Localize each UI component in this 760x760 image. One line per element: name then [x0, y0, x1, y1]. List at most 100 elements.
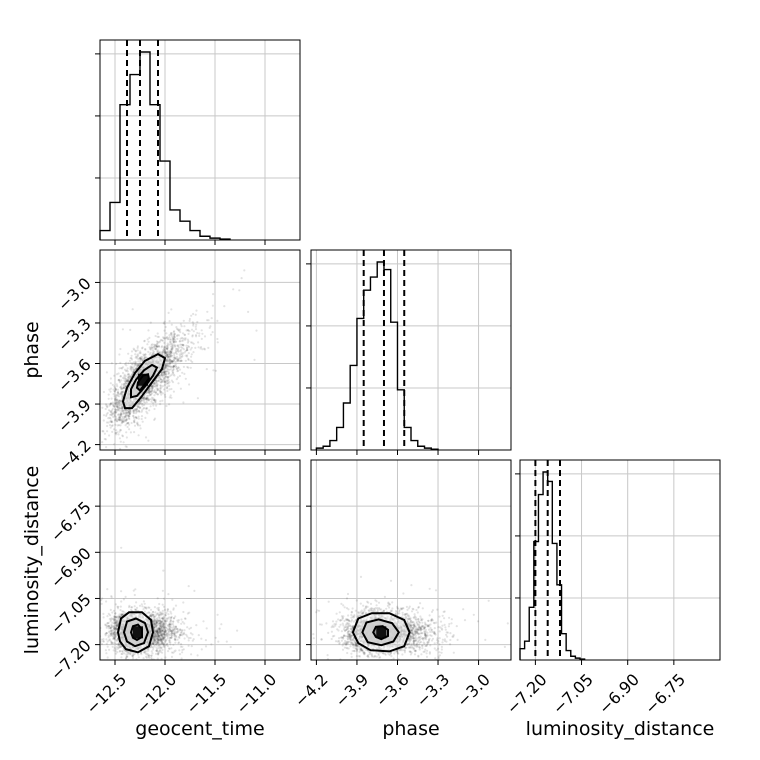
sample-point — [174, 625, 177, 628]
sample-point — [182, 401, 185, 404]
sample-point — [101, 468, 103, 470]
sample-point — [130, 606, 133, 609]
sample-point — [155, 629, 159, 633]
sample-point — [129, 357, 132, 360]
sample-point — [140, 415, 144, 418]
sample-point — [115, 362, 118, 365]
sample-point — [178, 356, 181, 360]
sample-point — [114, 412, 117, 415]
sample-point — [186, 635, 189, 638]
sample-point — [138, 424, 142, 427]
sample-point — [145, 607, 148, 610]
sample-point — [166, 637, 169, 640]
sample-point — [112, 625, 115, 628]
sample-point — [150, 387, 153, 390]
sample-point — [124, 657, 128, 660]
sample-point — [113, 637, 116, 640]
sample-point — [134, 349, 137, 352]
sample-point — [171, 348, 174, 351]
sample-point — [173, 332, 176, 336]
sample-point — [151, 347, 154, 350]
sample-point — [137, 434, 140, 437]
sample-point — [190, 355, 193, 358]
sample-point — [154, 619, 158, 623]
sample-point — [154, 399, 157, 402]
sample-point — [167, 382, 170, 385]
sample-point — [169, 374, 172, 377]
sample-point — [118, 353, 121, 356]
sample-point — [159, 628, 162, 631]
sample-point — [127, 380, 130, 383]
sample-point — [188, 330, 191, 333]
sample-point — [136, 422, 139, 425]
sample-point — [108, 630, 111, 633]
sample-point — [160, 646, 163, 650]
sample-point — [144, 655, 148, 658]
sample-point — [182, 610, 185, 614]
sample-point — [162, 619, 165, 622]
sample-point — [145, 399, 148, 402]
sample-point — [153, 637, 156, 640]
sample-point — [181, 332, 185, 335]
sample-point — [203, 348, 206, 351]
sample-point — [118, 392, 121, 396]
sample-point — [167, 624, 170, 627]
sample-point — [166, 353, 169, 356]
sample-point — [168, 368, 171, 371]
sample-point — [171, 371, 174, 375]
sample-point — [165, 367, 169, 370]
sample-point — [181, 371, 184, 374]
sample-point — [168, 623, 171, 626]
sample-point — [132, 414, 135, 417]
sample-point — [170, 612, 173, 615]
sample-point — [179, 343, 182, 346]
sample-point — [187, 357, 190, 360]
sample-point — [117, 418, 120, 422]
sample-point — [116, 400, 119, 403]
sample-point — [133, 431, 136, 434]
sample-point — [153, 345, 156, 348]
sample-point — [114, 423, 117, 426]
sample-point — [108, 631, 111, 634]
sample-point — [164, 375, 167, 378]
sample-point — [118, 404, 121, 407]
sample-point — [155, 649, 158, 652]
sample-point — [155, 620, 159, 624]
sample-point — [157, 652, 160, 655]
sample-point — [162, 625, 165, 628]
sample-point — [180, 346, 183, 349]
sample-point — [148, 389, 151, 392]
sample-point — [122, 390, 125, 393]
sample-point — [157, 609, 160, 612]
sample-point — [171, 626, 174, 629]
sample-point — [109, 411, 112, 414]
sample-point — [170, 647, 173, 650]
sample-point — [156, 350, 159, 353]
sample-point — [149, 398, 152, 401]
sample-point — [120, 409, 123, 412]
sample-point — [106, 405, 109, 408]
sample-point — [152, 622, 155, 625]
sample-point — [137, 417, 140, 420]
sample-point — [120, 613, 123, 616]
sample-point — [113, 638, 116, 641]
sample-point — [151, 613, 154, 617]
sample-point — [156, 387, 159, 390]
sample-point — [158, 341, 161, 344]
sample-point — [169, 356, 172, 359]
sample-point — [166, 624, 169, 627]
sample-point — [114, 387, 117, 391]
sample-point — [148, 656, 151, 659]
sample-point — [113, 622, 116, 625]
sample-point — [144, 348, 147, 351]
sample-point — [91, 420, 93, 422]
sample-point — [180, 643, 183, 646]
sample-point — [121, 650, 124, 653]
sample-point — [131, 410, 135, 413]
sample-point — [166, 354, 169, 358]
sample-point — [170, 630, 173, 633]
sample-point — [153, 617, 156, 621]
sample-point — [160, 634, 163, 637]
sample-point — [119, 407, 122, 410]
sample-point — [153, 621, 156, 624]
